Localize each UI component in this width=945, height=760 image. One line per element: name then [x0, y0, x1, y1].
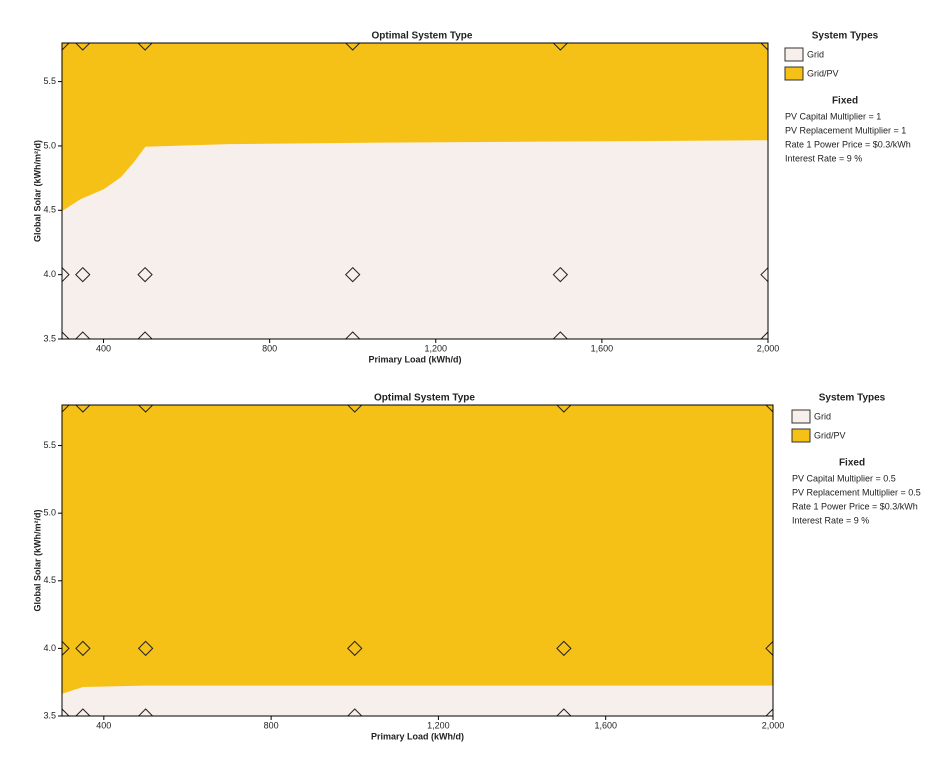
plot-border — [61, 42, 769, 340]
sensitivity-point — [62, 708, 70, 716]
grid-region — [62, 139, 768, 339]
sensitivity-point — [137, 266, 153, 283]
y-tick-label: 5.5 — [43, 76, 56, 86]
fixed-value: Rate 1 Power Price = $0.3/kWh — [792, 501, 918, 511]
x-axis-label: Primary Load (kWh/d) — [371, 731, 464, 741]
legend-label: Grid/PV — [807, 68, 839, 78]
sensitivity-point — [552, 266, 569, 283]
sensitivity-point — [75, 708, 91, 716]
y-axis-label: Global Solar (kWh/m²/d) — [32, 140, 42, 242]
y-tick-label: 3.5 — [43, 710, 56, 720]
y-tick-label: 5.0 — [43, 508, 56, 518]
legend-title: System Types — [812, 31, 879, 42]
fixed-value: PV Replacement Multiplier = 0.5 — [792, 487, 921, 497]
x-tick-label: 2,000 — [762, 720, 785, 730]
y-axis-label: Global Solar (kWh/m²/d) — [32, 509, 42, 611]
y-tick-label: 4.0 — [43, 269, 56, 279]
sensitivity-point — [75, 43, 91, 51]
sensitivity-point — [556, 640, 572, 657]
fixed-value: Rate 1 Power Price = $0.3/kWh — [785, 139, 911, 149]
fixed-title: Fixed — [832, 96, 858, 107]
fixed-value: Interest Rate = 9 % — [792, 515, 869, 525]
chart: 400 800 1,200 1,600 2,000 3.5 4.0 4.5 5.0 5.5 Opti… — [32, 31, 910, 365]
sensitivity-point — [765, 708, 773, 716]
sensitivity-point — [75, 640, 91, 657]
sensitivity-point — [765, 640, 773, 657]
sensitivity-point — [75, 266, 91, 283]
y-tick-label: 5.5 — [43, 440, 56, 450]
boundary-line — [62, 138, 768, 211]
legend-swatch — [791, 409, 811, 424]
legend-title: System Types — [819, 393, 886, 404]
y-tick-label: 5.0 — [43, 140, 56, 150]
sensitivity-point — [137, 405, 154, 413]
chart-title: Optimal System Type — [372, 31, 473, 42]
legend-label: Grid/PV — [814, 430, 846, 440]
x-tick-label: 1,600 — [594, 720, 617, 730]
sensitivity-point — [344, 266, 361, 283]
boundary-line — [62, 684, 773, 694]
fixed-value: PV Capital Multiplier = 0.5 — [792, 473, 896, 483]
y-tick-label: 4.0 — [43, 643, 56, 653]
sensitivity-point — [75, 331, 91, 339]
plot-area — [62, 43, 768, 339]
plot-border — [61, 404, 774, 717]
sensitivity-point — [344, 43, 361, 51]
legend-swatch — [784, 47, 804, 62]
fixed-value: PV Capital Multiplier = 1 — [785, 111, 881, 121]
grid-region — [62, 684, 773, 716]
legend-swatch — [784, 66, 804, 81]
sensitivity-point — [556, 708, 572, 716]
fixed-value: Interest Rate = 9 % — [785, 153, 862, 163]
x-axis-label: Primary Load (kWh/d) — [368, 354, 461, 364]
y-tick-label: 4.5 — [43, 205, 56, 215]
sensitivity-point — [137, 43, 153, 51]
sensitivity-point — [552, 331, 569, 339]
x-tick-label: 1,200 — [427, 720, 450, 730]
chart-title: Optimal System Type — [374, 393, 475, 404]
x-tick-label: 2,000 — [757, 343, 780, 353]
sensitivity-point — [347, 640, 363, 657]
y-tick-label: 3.5 — [43, 333, 56, 343]
sensitivity-point — [137, 640, 154, 657]
sensitivity-point — [347, 405, 363, 413]
x-tick-label: 400 — [96, 343, 111, 353]
sensitivity-point — [137, 708, 154, 716]
fixed-value: PV Replacement Multiplier = 1 — [785, 125, 906, 135]
sensitivity-point — [344, 331, 361, 339]
sensitivity-point — [62, 331, 70, 339]
x-tick-label: 800 — [264, 720, 279, 730]
x-tick-label: 400 — [96, 720, 111, 730]
x-tick-label: 1,200 — [424, 343, 447, 353]
fixed-title: Fixed — [839, 458, 865, 469]
sensitivity-point — [62, 640, 70, 657]
sensitivity-point — [137, 331, 153, 339]
sensitivity-point — [552, 43, 569, 51]
grid-pv-region — [62, 405, 773, 716]
y-tick-label: 4.5 — [43, 575, 56, 585]
sensitivity-point — [347, 708, 363, 716]
sensitivity-point — [760, 266, 768, 283]
sensitivity-point — [760, 331, 768, 339]
legend-label: Grid — [807, 49, 824, 59]
chart: 400 800 1,200 1,600 2,000 3.5 4.0 4.5 5.0 5.5 Opti… — [32, 393, 920, 742]
legend-swatch — [791, 428, 811, 443]
sensitivity-point — [62, 266, 70, 283]
sensitivity-point — [75, 405, 91, 413]
sensitivity-point — [556, 405, 572, 413]
x-tick-label: 800 — [262, 343, 277, 353]
plot-area — [62, 405, 773, 716]
legend-label: Grid — [814, 411, 831, 421]
x-tick-label: 1,600 — [591, 343, 614, 353]
